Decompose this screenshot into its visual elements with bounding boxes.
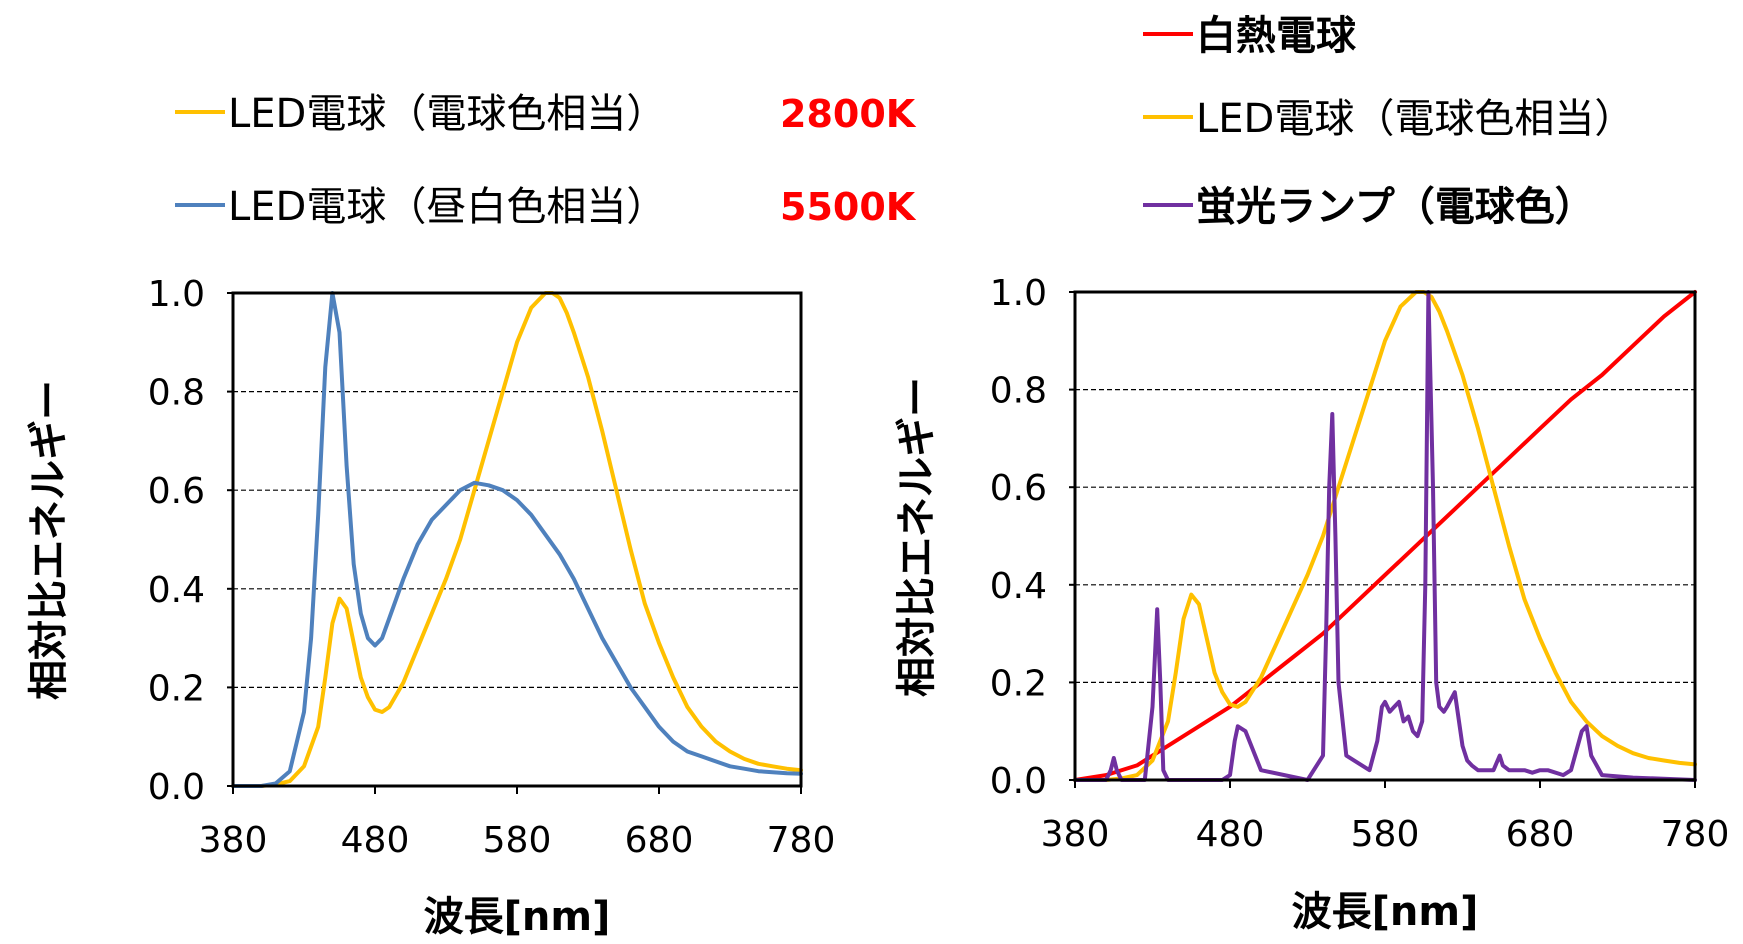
right-series-line-1 bbox=[1073, 290, 1697, 782]
left-y-tick-label-4: 0.8 bbox=[148, 373, 205, 414]
left-x-tick-label-1: 480 bbox=[341, 820, 410, 861]
right-y-tick-label-2: 0.4 bbox=[990, 566, 1047, 607]
left-y-tick-label-5: 1.0 bbox=[148, 274, 205, 315]
right-y-tick-label-5: 1.0 bbox=[990, 273, 1047, 314]
right-gridlines bbox=[1075, 389, 1695, 684]
right-legend: 白熱電球 LED電球（電球色相当） 蛍光ランプ（電球色） bbox=[1143, 13, 1634, 230]
left-y-ticks: 0.0 0.2 0.4 0.6 0.8 1.0 bbox=[148, 274, 233, 808]
legend-label-led-warm-right: LED電球（電球色相当） bbox=[1196, 96, 1634, 142]
legend-label-fluorescent: 蛍光ランプ（電球色） bbox=[1196, 184, 1595, 230]
legend-temp-led-daylight: 5500K bbox=[780, 185, 917, 229]
left-x-tick-label-4: 780 bbox=[767, 820, 836, 861]
left-x-tick-label-0: 380 bbox=[199, 820, 268, 861]
left-y-tick-label-1: 0.2 bbox=[148, 668, 205, 709]
legend-label-incandescent: 白熱電球 bbox=[1196, 13, 1357, 59]
right-x-tick-label-1: 480 bbox=[1196, 814, 1265, 855]
left-y-axis-label: 相対比エネルギー bbox=[26, 380, 72, 700]
left-legend: LED電球（電球色相当） 2800K LED電球（昼白色相当） 5500K bbox=[175, 91, 917, 230]
left-series-line-0 bbox=[231, 291, 803, 788]
left-chart: 0.0 0.2 0.4 0.6 0.8 1.0 380 480 580 680 780 波長[nm… bbox=[26, 274, 835, 940]
legend-temp-led-warm: 2800K bbox=[780, 92, 917, 136]
right-series-line-0 bbox=[1073, 290, 1697, 782]
left-gridlines bbox=[233, 391, 801, 689]
right-x-tick-label-3: 680 bbox=[1506, 814, 1575, 855]
left-y-tick-label-2: 0.4 bbox=[148, 570, 205, 611]
right-chart: 0.0 0.2 0.4 0.6 0.8 1.0 380 480 580 680 780 波長[nm… bbox=[894, 273, 1729, 935]
right-series bbox=[1073, 290, 1697, 782]
right-y-ticks: 0.0 0.2 0.4 0.6 0.8 1.0 bbox=[990, 273, 1075, 802]
left-x-ticks: 380 480 580 680 780 bbox=[199, 786, 836, 861]
right-x-tick-label-0: 380 bbox=[1041, 814, 1110, 855]
right-y-axis-label: 相対比エネルギー bbox=[894, 377, 940, 697]
right-y-tick-label-1: 0.2 bbox=[990, 663, 1047, 704]
right-plot-frame bbox=[1073, 290, 1697, 782]
right-series-line-2 bbox=[1073, 290, 1697, 782]
left-series-line-1 bbox=[231, 291, 803, 788]
right-y-tick-label-0: 0.0 bbox=[990, 761, 1047, 802]
left-x-tick-label-2: 580 bbox=[483, 820, 552, 861]
legend-label-led-daylight: LED電球（昼白色相当） bbox=[228, 184, 666, 230]
left-series bbox=[231, 291, 803, 788]
right-x-tick-label-2: 580 bbox=[1351, 814, 1420, 855]
right-x-axis-label: 波長[nm] bbox=[1292, 889, 1479, 935]
right-y-tick-label-3: 0.6 bbox=[990, 468, 1047, 509]
right-x-tick-label-4: 780 bbox=[1661, 814, 1730, 855]
left-x-tick-label-3: 680 bbox=[625, 820, 694, 861]
left-y-tick-label-0: 0.0 bbox=[148, 767, 205, 808]
legend-label-led-warm: LED電球（電球色相当） bbox=[228, 91, 666, 137]
right-y-tick-label-4: 0.8 bbox=[990, 371, 1047, 412]
right-x-ticks: 380 480 580 680 780 bbox=[1041, 780, 1730, 855]
left-x-axis-label: 波長[nm] bbox=[424, 894, 611, 940]
left-y-tick-label-3: 0.6 bbox=[148, 471, 205, 512]
